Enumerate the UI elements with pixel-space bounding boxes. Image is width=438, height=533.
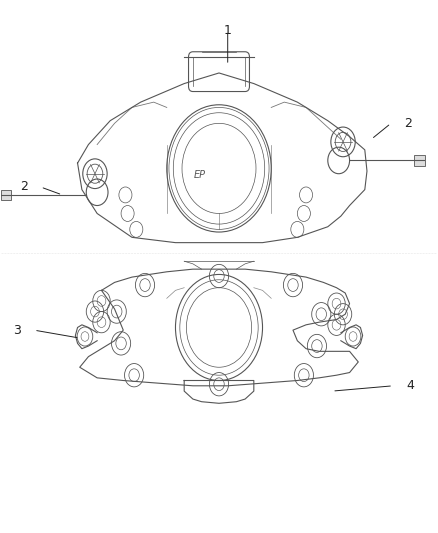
Text: 4: 4 xyxy=(406,379,414,392)
Bar xyxy=(1,190,11,200)
Text: EP: EP xyxy=(194,171,205,180)
Text: 1: 1 xyxy=(224,24,232,37)
Text: 3: 3 xyxy=(13,324,21,337)
Bar xyxy=(414,155,425,166)
Text: 2: 2 xyxy=(20,181,28,193)
Text: 2: 2 xyxy=(404,117,412,130)
